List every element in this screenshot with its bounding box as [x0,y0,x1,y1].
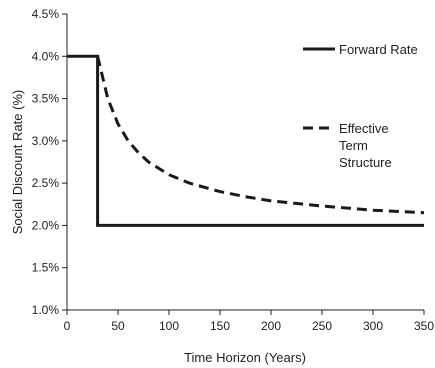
y-tick-label: 4.0% [32,49,60,63]
y-tick-label: 2.0% [32,218,60,232]
y-tick-label: 3.5% [32,92,60,106]
axes: 1.0% 1.5% 2.0% 2.5% 3.0% 3.5% 4.0% 4.5% 0 50 100 15… [32,7,435,333]
legend-label-effective-term-structure: Term [339,138,368,153]
legend: Forward Rate Effective Term Structure [303,42,418,170]
y-tick-label: 2.5% [32,176,60,190]
y-tick-label: 1.0% [32,303,60,317]
x-tick-label: 0 [64,319,71,333]
legend-label-forward-rate: Forward Rate [339,42,418,57]
x-tick-label: 150 [210,319,230,333]
x-tick-label: 300 [363,319,383,333]
legend-label-effective-term-structure: Effective [339,121,389,136]
x-axis-label: Time Horizon (Years) [184,350,306,365]
y-tick-label: 1.5% [32,261,60,275]
x-tick-label: 200 [261,319,281,333]
x-tick-label: 250 [312,319,332,333]
forward-rate-line [67,54,424,227]
x-tick-label: 350 [414,319,434,333]
x-tick-label: 50 [111,319,125,333]
y-axis-label: Social Discount Rate (%) [10,90,25,235]
plot-series [67,54,425,227]
y-tick-label: 4.5% [32,7,60,21]
effective-term-structure-line [96,55,425,215]
legend-label-effective-term-structure: Structure [339,155,392,170]
x-tick-label: 100 [159,319,179,333]
y-tick-label: 3.0% [32,134,60,148]
